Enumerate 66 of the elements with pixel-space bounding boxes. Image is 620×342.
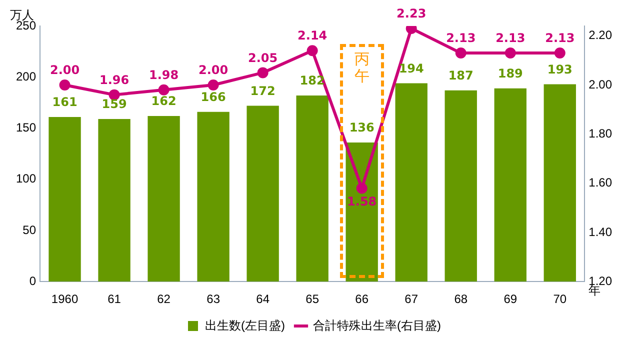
data-label: 187	[448, 68, 474, 83]
point	[59, 79, 70, 90]
bar	[544, 84, 576, 282]
y2-tick-label: 1.80	[588, 126, 612, 140]
bar	[444, 90, 477, 282]
x-tick-label: 68	[454, 292, 468, 306]
annotation: 丙午	[354, 50, 370, 85]
data-label: 1.58	[347, 194, 377, 208]
bar	[48, 116, 81, 282]
data-label: 194	[398, 61, 424, 76]
data-label: 2.05	[248, 50, 278, 65]
bar	[98, 119, 130, 282]
x-tick-label: 67	[404, 292, 418, 306]
bar	[494, 88, 526, 282]
y-tick-label: 100	[16, 172, 36, 186]
data-label: 161	[52, 95, 78, 110]
x-tick-label: 1960	[51, 292, 78, 306]
y2-tick-label: 1.60	[588, 176, 612, 190]
data-label: 172	[250, 84, 276, 98]
data-label: 136	[349, 120, 374, 135]
bar	[197, 112, 230, 282]
x-axis-title: 年	[588, 284, 601, 298]
point	[158, 84, 170, 96]
x-tick-label: 61	[108, 292, 122, 306]
point	[306, 45, 318, 56]
bar	[296, 96, 328, 282]
y-tick-label: 200	[16, 69, 36, 84]
x-tick-label: 63	[206, 292, 220, 306]
y-tick-label: 150	[16, 120, 36, 135]
data-label: 1.96	[99, 72, 130, 87]
bar	[148, 116, 180, 282]
bar	[346, 142, 378, 282]
y2-tick-label: 2.20	[588, 28, 612, 42]
point	[208, 79, 219, 90]
legend-label: 合計特殊出生率(右目盛)	[313, 318, 441, 332]
data-label: 2.23	[396, 6, 426, 21]
y2-tick-label: 1.40	[588, 224, 612, 239]
point	[554, 48, 566, 59]
data-label: 162	[151, 94, 176, 108]
y-tick-label: 50	[22, 222, 36, 237]
data-label: 2.13	[545, 31, 575, 46]
data-label: 189	[498, 66, 523, 80]
point	[356, 182, 368, 194]
data-label: 2.13	[496, 31, 526, 46]
data-label: 2.00	[50, 63, 80, 78]
point	[455, 48, 466, 59]
bar	[246, 106, 279, 282]
y-tick-label: 0	[29, 274, 36, 288]
legend-label: 出生数(左目盛)	[205, 318, 286, 332]
x-tick-label: 65	[306, 292, 320, 306]
x-tick-label: 64	[256, 292, 270, 306]
data-label: 193	[547, 62, 572, 76]
x-tick-label: 69	[504, 292, 518, 306]
data-label: 2.14	[298, 28, 328, 43]
bar	[395, 83, 428, 282]
data-label: 2.00	[198, 63, 228, 78]
data-label: 1.98	[148, 68, 179, 82]
point	[257, 67, 268, 78]
y2-tick-label: 2.00	[588, 77, 612, 92]
point	[504, 48, 516, 59]
x-tick-label: 66	[355, 292, 369, 306]
data-label: 2.13	[446, 31, 476, 46]
data-label: 166	[200, 90, 226, 104]
x-tick-label: 62	[157, 292, 171, 306]
x-tick-label: 70	[553, 292, 567, 306]
data-label: 159	[102, 97, 127, 112]
